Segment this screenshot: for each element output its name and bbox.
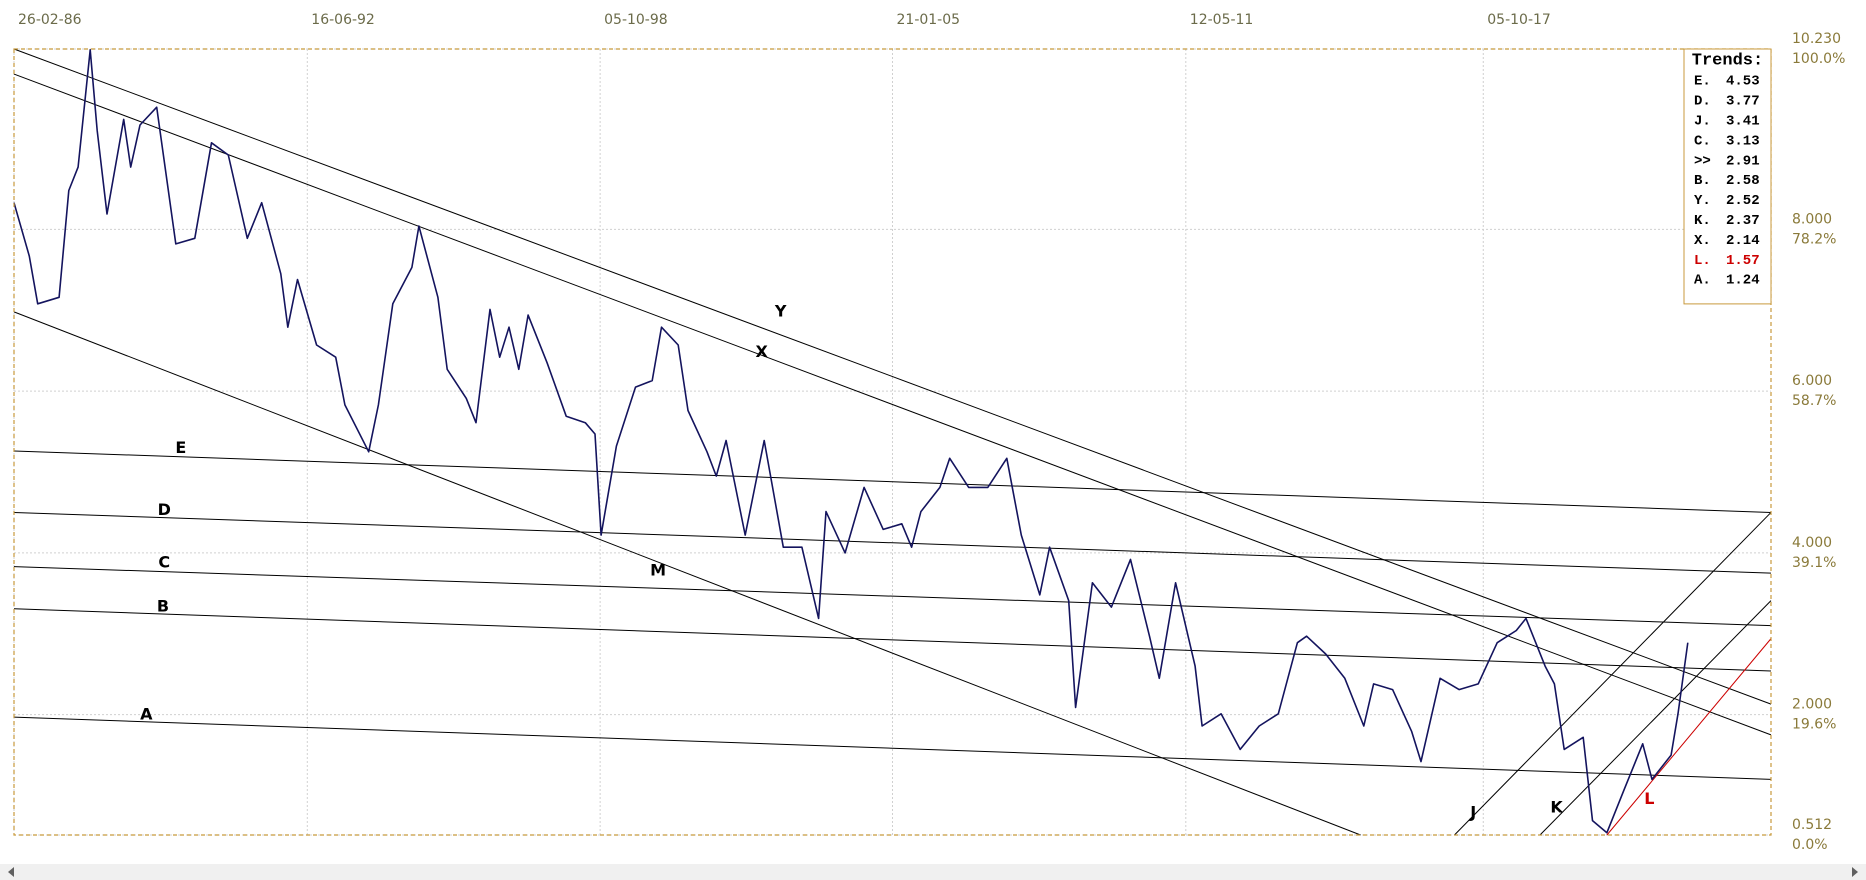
- trend-line: [13, 511, 1772, 574]
- legend-item-label: J.: [1694, 114, 1711, 130]
- legend: Trends: E. 4.53 D. 3.77 J. 3.41 C. 3.13 >> 2.91 B. 2…: [1683, 48, 1772, 305]
- trend-label: M: [650, 561, 666, 580]
- y-tick-pct-label: 100.0%: [1792, 51, 1845, 67]
- trend-line: [1454, 512, 1772, 836]
- legend-item-value: 3.77: [1726, 94, 1760, 110]
- trend-line: [13, 566, 1772, 627]
- price-line: [13, 49, 1689, 834]
- trend-label: A: [140, 705, 153, 724]
- y-tick-label: 4.000: [1792, 535, 1832, 551]
- trend-line: [13, 608, 1772, 672]
- y-tick-pct-label: 19.6%: [1792, 717, 1836, 733]
- trend-line: [13, 450, 1772, 513]
- legend-item-value: 1.24: [1726, 273, 1760, 289]
- x-tick-label: 21-01-05: [897, 12, 961, 28]
- y-tick-pct-label: 39.1%: [1792, 555, 1836, 571]
- trend-line: [13, 311, 1361, 836]
- legend-item-label: A.: [1694, 273, 1711, 289]
- scrollbar[interactable]: [0, 864, 1866, 880]
- trend-label: J: [1469, 802, 1476, 821]
- trend-label: Y: [774, 301, 787, 320]
- legend-item-value: 4.53: [1726, 74, 1760, 90]
- scroll-right-arrow[interactable]: [1852, 867, 1858, 877]
- y-tick-pct-label: 58.7%: [1792, 393, 1836, 409]
- legend-box: [1683, 48, 1772, 305]
- legend-item-label: E.: [1694, 74, 1711, 90]
- trend-line: [13, 716, 1772, 780]
- legend-item-label: L.: [1694, 253, 1711, 269]
- plot-border: [13, 48, 1772, 836]
- trend-line: [13, 73, 1772, 736]
- y-tick-label: 0.512: [1792, 817, 1832, 833]
- trend-label: C: [158, 552, 170, 571]
- y-tick-label: 10.230: [1792, 31, 1841, 47]
- trend-label: B: [157, 596, 169, 615]
- legend-item-value: 2.58: [1726, 173, 1760, 189]
- x-tick-label: 05-10-98: [604, 12, 668, 28]
- legend-item-value: 3.41: [1726, 114, 1760, 130]
- legend-item-label: X.: [1694, 233, 1711, 249]
- legend-item-label: K.: [1694, 213, 1711, 229]
- x-tick-label: 16-06-92: [311, 12, 375, 28]
- y-tick-label: 2.000: [1792, 697, 1832, 713]
- trend-line: [1539, 600, 1772, 836]
- trend-line: [1606, 638, 1772, 836]
- x-tick-label: 12-05-11: [1190, 12, 1254, 28]
- trend-line: [13, 48, 1772, 705]
- legend-item-value: 2.52: [1726, 193, 1760, 209]
- legend-item-label: >>: [1694, 153, 1711, 169]
- legend-item-value: 2.91: [1726, 153, 1760, 169]
- y-tick-pct-label: 78.2%: [1792, 231, 1836, 247]
- legend-item-value: 2.14: [1726, 233, 1760, 249]
- y-tick-label: 6.000: [1792, 373, 1832, 389]
- legend-item-value: 3.13: [1726, 133, 1760, 149]
- y-tick-pct-label: 0.0%: [1792, 837, 1828, 853]
- legend-item-label: D.: [1694, 94, 1711, 110]
- legend-item-value: 2.37: [1726, 213, 1760, 229]
- legend-item-label: C.: [1694, 133, 1711, 149]
- legend-item-label: B.: [1694, 173, 1711, 189]
- legend-item-value: 1.57: [1726, 253, 1760, 269]
- x-tick-label: 26-02-86: [18, 12, 82, 28]
- trend-label: E: [175, 438, 186, 457]
- trend-label: L: [1644, 789, 1654, 808]
- scroll-left-arrow[interactable]: [8, 867, 14, 877]
- legend-item-label: Y.: [1694, 193, 1711, 209]
- trend-label: K: [1550, 798, 1563, 817]
- y-tick-label: 8.000: [1792, 211, 1832, 227]
- trend-label: D: [158, 500, 171, 519]
- legend-title: Trends:: [1692, 51, 1763, 70]
- x-tick-label: 05-10-17: [1487, 12, 1551, 28]
- trend-label: X: [755, 342, 768, 361]
